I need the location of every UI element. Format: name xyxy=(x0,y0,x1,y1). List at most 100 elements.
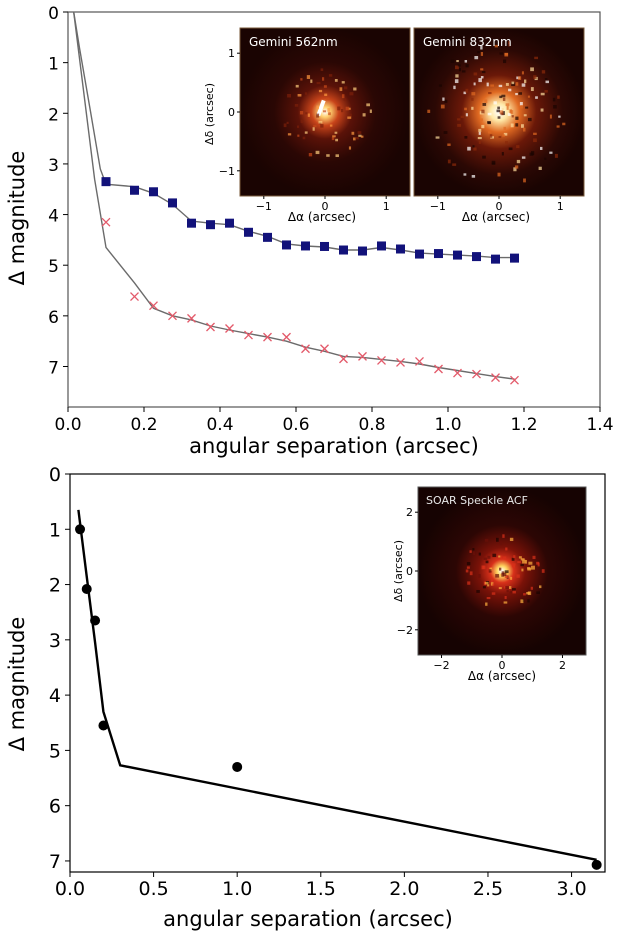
inset-y-label-soar: Δδ (arcsec) xyxy=(392,540,405,602)
speckle xyxy=(305,112,308,115)
speckle xyxy=(345,106,350,111)
square-marker xyxy=(396,244,405,254)
speckle xyxy=(447,143,451,146)
circle-marker xyxy=(90,615,101,626)
speckle xyxy=(487,121,491,125)
top-axis-ticks: 0.0 0.2 0.4 0.6 0.8 1.0 1.2 1.4 0 1 2 3 4 5 6 7 xyxy=(48,4,613,435)
x-marker xyxy=(187,313,196,323)
inset-x-label-832: Δα (arcsec) xyxy=(462,210,530,224)
speckle xyxy=(499,110,504,114)
speckle xyxy=(348,146,352,150)
x-marker xyxy=(149,301,158,311)
y-tick-label: 7 xyxy=(48,358,59,378)
speckle xyxy=(527,567,531,570)
speckle xyxy=(508,147,513,151)
fit-curve xyxy=(77,509,597,861)
x-tick-label: 1.0 xyxy=(222,878,252,900)
speckle xyxy=(347,113,352,118)
speckle xyxy=(325,97,330,101)
speckle xyxy=(496,537,499,542)
speckle xyxy=(327,108,331,112)
inset-x-tick-label: −1 xyxy=(256,200,272,213)
inset-x-tick-label: 0 xyxy=(322,200,329,213)
speckle xyxy=(337,106,341,111)
x-marker xyxy=(396,357,405,367)
inset-x-tick-label: −2 xyxy=(433,659,449,672)
x-marker xyxy=(472,369,481,379)
speckle xyxy=(503,126,507,130)
speckle xyxy=(554,153,558,158)
speckle xyxy=(302,136,306,140)
speckle xyxy=(509,590,513,594)
speckle xyxy=(464,60,468,63)
speckle xyxy=(498,555,501,558)
speckle xyxy=(525,106,529,109)
top-inset-gemini-562: Gemini 562nm −1 0 1 1 0 −1 Δα (arcsec) Δδ (ar… xyxy=(203,27,411,224)
speckle xyxy=(538,166,542,171)
x-marker xyxy=(282,332,291,342)
x-marker-stroke xyxy=(434,364,443,374)
speckle xyxy=(503,132,508,136)
speckle xyxy=(480,118,483,122)
speckle xyxy=(351,131,355,135)
x-marker-stroke xyxy=(320,344,329,354)
speckle xyxy=(324,93,328,97)
speckle xyxy=(487,131,492,134)
speckle xyxy=(335,154,339,158)
inset-label-832: Gemini 832nm xyxy=(423,35,512,49)
square-marker xyxy=(358,246,367,256)
square-marker xyxy=(434,249,443,259)
speckle xyxy=(514,165,519,169)
inset-speckles-832 xyxy=(427,41,566,183)
speckle xyxy=(520,105,523,109)
speckle xyxy=(480,68,484,71)
speckle xyxy=(469,571,473,576)
speckle xyxy=(355,137,359,140)
speckle xyxy=(484,99,488,103)
speckle xyxy=(456,60,459,63)
speckle xyxy=(306,75,311,79)
speckle xyxy=(505,141,508,144)
speckle xyxy=(510,123,514,128)
speckle xyxy=(528,561,533,565)
speckle xyxy=(473,147,477,151)
speckle xyxy=(502,556,507,559)
speckle xyxy=(516,574,520,578)
speckle xyxy=(487,584,490,587)
square-marker xyxy=(301,241,310,251)
square-marker xyxy=(149,187,158,197)
x-marker-stroke xyxy=(130,292,139,302)
speckle xyxy=(457,64,461,67)
speckle xyxy=(482,586,486,589)
inset-x-label-562: Δα (arcsec) xyxy=(288,210,356,224)
speckle xyxy=(515,82,519,86)
speckle xyxy=(478,131,481,135)
x-marker-stroke xyxy=(187,313,196,323)
y-tick-label: 0 xyxy=(49,464,61,486)
speckle xyxy=(466,562,471,566)
inset-speckles-soar xyxy=(465,534,545,606)
speckle xyxy=(498,84,503,88)
x-tick-label: 0.4 xyxy=(206,415,233,435)
speckle xyxy=(520,599,524,604)
speckle xyxy=(369,109,372,113)
speckle xyxy=(489,567,493,571)
speckle xyxy=(318,120,323,124)
speckle xyxy=(469,550,472,553)
speckle xyxy=(540,108,544,112)
speckle xyxy=(287,133,292,136)
speckle xyxy=(499,95,502,99)
speckle xyxy=(504,570,509,574)
speckle xyxy=(307,113,310,117)
x-tick-label: 0.0 xyxy=(54,415,81,435)
x-tick-label: 3.0 xyxy=(556,878,586,900)
inset-core-562 xyxy=(316,99,326,117)
x-marker xyxy=(510,375,519,385)
speckle xyxy=(526,592,530,595)
square-marker xyxy=(282,240,291,250)
inset-y-tick-label: 0 xyxy=(406,565,413,578)
speckle xyxy=(460,115,464,119)
inset-x-tick-label: 0 xyxy=(499,659,506,672)
speckle xyxy=(477,51,480,54)
x-marker-stroke xyxy=(206,322,215,332)
